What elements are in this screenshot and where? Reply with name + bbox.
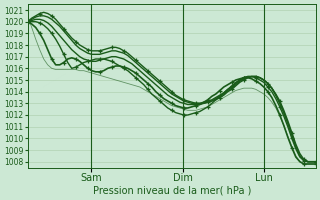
- X-axis label: Pression niveau de la mer( hPa ): Pression niveau de la mer( hPa ): [92, 186, 251, 196]
